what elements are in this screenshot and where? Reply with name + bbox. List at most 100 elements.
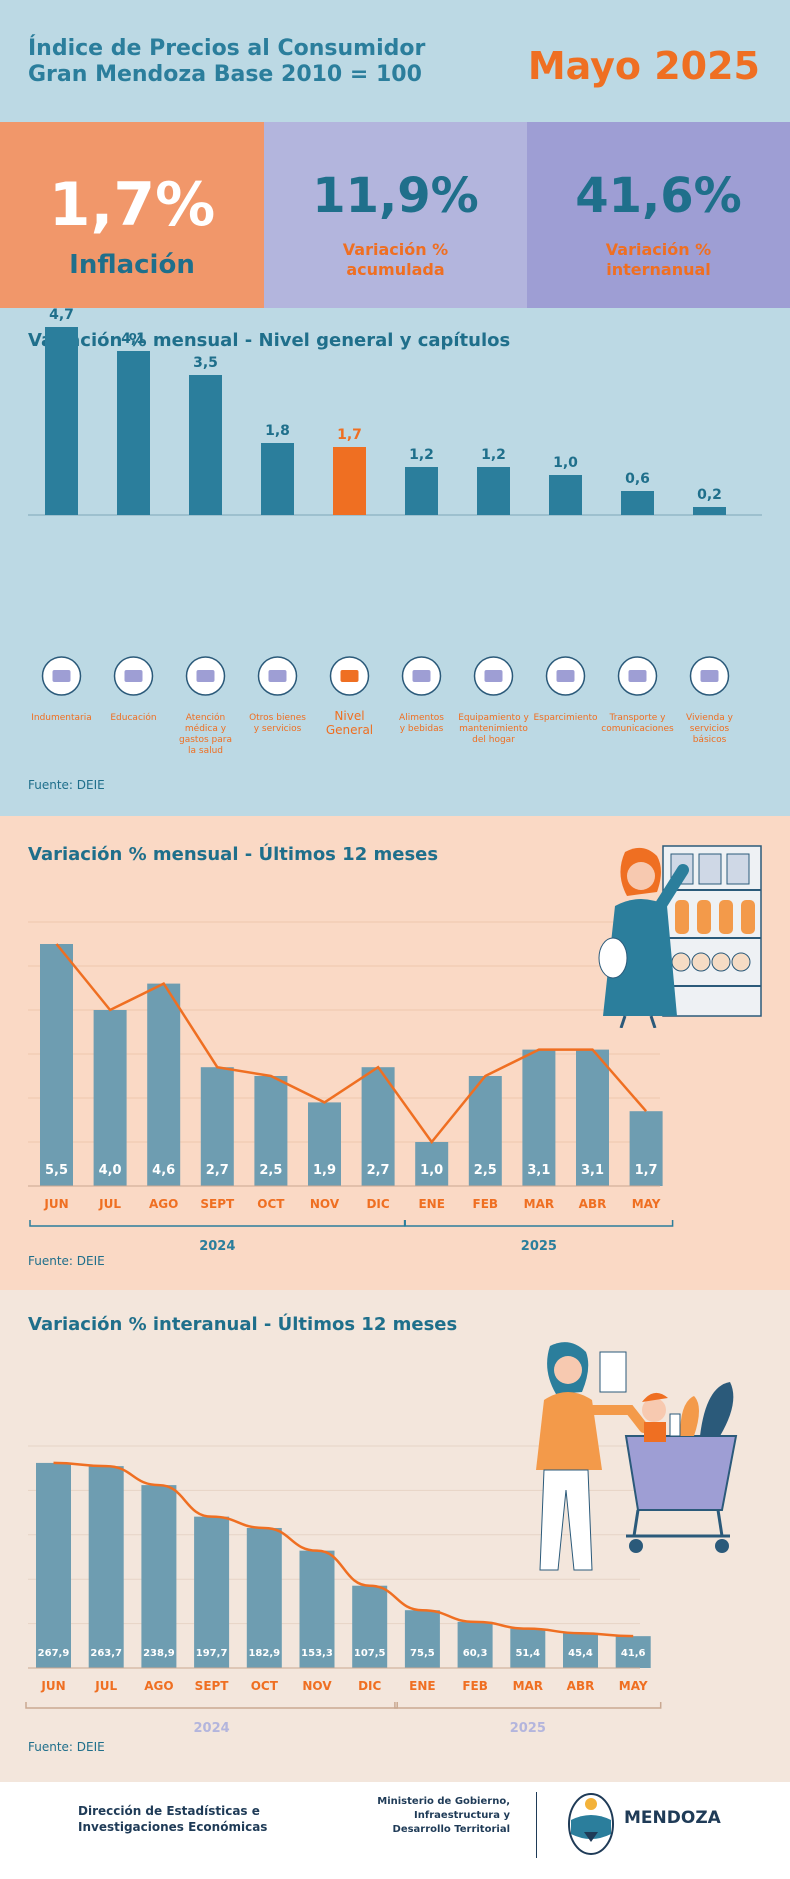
kpi-row: 1,7% Inflación 11,9% Variación % acumula… (0, 118, 790, 308)
month-value-label: 107,5 (354, 1648, 386, 1659)
month-tick-label: AGO (149, 1197, 178, 1211)
month-bar (200, 1067, 234, 1186)
month-value-label: 2,7 (367, 1163, 390, 1178)
kpi-inflation-label: Inflación (69, 250, 195, 280)
year-label: 2025 (510, 1721, 546, 1736)
month-tick-label: MAY (619, 1679, 648, 1693)
chapter-value-label: 1,2 (481, 447, 506, 463)
month-bar (629, 1111, 663, 1186)
chapter-category-label: y bebidas (400, 724, 444, 734)
year-label: 2024 (194, 1721, 230, 1736)
food-bag-icon-fill (412, 670, 431, 682)
month-tick-label: FEB (473, 1197, 499, 1211)
month-value-label: 1,0 (420, 1163, 443, 1178)
chapter-value-label: 0,6 (625, 471, 650, 487)
chapter-value-label: 1,2 (409, 447, 434, 463)
month-tick-label: JUL (98, 1197, 121, 1211)
month-value-label: 4,6 (152, 1163, 175, 1178)
monthly-source: Fuente: DEIE (28, 1254, 105, 1268)
chapter-bar (189, 375, 222, 515)
tshirt-icon-fill (52, 670, 71, 682)
month-tick-label: NOV (302, 1679, 332, 1693)
kpi-inflation-value: 1,7% (48, 170, 216, 240)
chapter-bar (477, 467, 510, 515)
footer-brand: MENDOZA (624, 1808, 721, 1828)
month-bar (361, 1067, 395, 1186)
chapter-category-label: Atención (186, 712, 225, 723)
chapter-category-label: básicos (693, 735, 727, 745)
month-value-label: 2,5 (474, 1163, 497, 1178)
month-value-label: 3,1 (581, 1163, 604, 1178)
month-bar (576, 1049, 609, 1186)
chapter-bar (261, 443, 294, 515)
footer-org-line-1: Dirección de Estadísticas e (78, 1804, 260, 1818)
month-tick-label: AGO (144, 1679, 173, 1693)
chapter-bar (117, 351, 150, 515)
chapters-section: Variación % mensual - Nivel general y ca… (0, 308, 790, 816)
shopper-illustration (598, 845, 762, 1028)
month-value-label: 1,9 (313, 1163, 336, 1178)
month-bar (457, 1621, 493, 1668)
month-bar (93, 1010, 127, 1186)
year-bracket (29, 1220, 406, 1227)
chapter-value-label: 1,0 (553, 455, 578, 471)
month-value-label: 1,7 (635, 1163, 658, 1178)
kpi-inflation: 1,7% Inflación (0, 122, 264, 308)
kpi-accumulated-label-1: Variación % (342, 240, 449, 259)
monthly-bar-chart: 5,5 JUN 4,0 JUL 4,6 AGO 2,7 SEPT 2,5 OCT 1,9 NOV 2,7… (28, 921, 674, 1254)
month-value-label: 2,5 (259, 1163, 282, 1178)
scissors-icon-fill (268, 670, 287, 682)
month-bar (299, 1550, 335, 1668)
footer-ministry-line-2: Infraestructura y (414, 1810, 510, 1821)
yoy-source: Fuente: DEIE (28, 1740, 105, 1754)
chapter-category-label: comunicaciones (601, 724, 674, 734)
month-value-label: 45,4 (568, 1648, 593, 1659)
books-icon-fill (124, 670, 143, 682)
month-value-label: 197,7 (196, 1648, 228, 1659)
chapter-value-label: 4,7 (49, 308, 74, 323)
month-value-label: 263,7 (90, 1648, 122, 1659)
month-value-label: 41,6 (621, 1648, 646, 1659)
title-line-2: Gran Mendoza Base 2010 = 100 (28, 62, 422, 87)
year-label: 2024 (199, 1239, 235, 1254)
month-value-label: 5,5 (45, 1163, 68, 1178)
chapter-value-label: 0,2 (697, 487, 722, 503)
kpi-accumulated-value: 11,9% (312, 168, 479, 224)
kpi-yoy-label-1: Variación % (605, 240, 712, 259)
month-bar (308, 1102, 341, 1186)
month-tick-label: NOV (310, 1197, 340, 1211)
month-bar (468, 1076, 502, 1186)
cart-icon-fill (340, 670, 359, 682)
kpi-accumulated-label-2: acumulada (346, 260, 445, 279)
chapter-category-label: Vivienda y (686, 713, 734, 723)
month-bar (615, 1636, 651, 1668)
popcorn-icon-fill (556, 670, 575, 682)
shopping-cart-illustration (536, 1342, 738, 1571)
chapter-value-label: 4,1 (121, 331, 146, 347)
month-value-label: 238,9 (143, 1648, 175, 1659)
month-bar (522, 1049, 556, 1186)
month-bar (254, 1076, 288, 1186)
month-tick-label: MAY (632, 1197, 661, 1211)
footer-divider (536, 1792, 537, 1858)
chapter-value-label: 1,8 (265, 423, 290, 439)
mendoza-shield-icon (568, 1793, 614, 1855)
month-tick-label: DIC (358, 1679, 381, 1693)
chapter-value-label: 3,5 (193, 355, 218, 371)
footer-ministry-line-3: Desarrollo Territorial (392, 1824, 510, 1835)
chapter-bar (333, 447, 366, 515)
month-bar (40, 944, 73, 1186)
year-bracket (25, 1702, 398, 1709)
month-tick-label: OCT (251, 1679, 279, 1693)
month-bar (147, 983, 181, 1186)
month-bar (246, 1527, 282, 1668)
chapter-category-label: mantenimiento (459, 724, 528, 734)
period-label: Mayo 2025 (527, 44, 760, 88)
month-bar (36, 1462, 71, 1668)
chapter-category-label: Alimentos (399, 713, 444, 723)
month-bar (404, 1610, 440, 1668)
month-value-label: 60,3 (463, 1648, 488, 1659)
chapter-bar (405, 467, 438, 515)
title-line-1: Índice de Precios al Consumidor (28, 36, 426, 61)
